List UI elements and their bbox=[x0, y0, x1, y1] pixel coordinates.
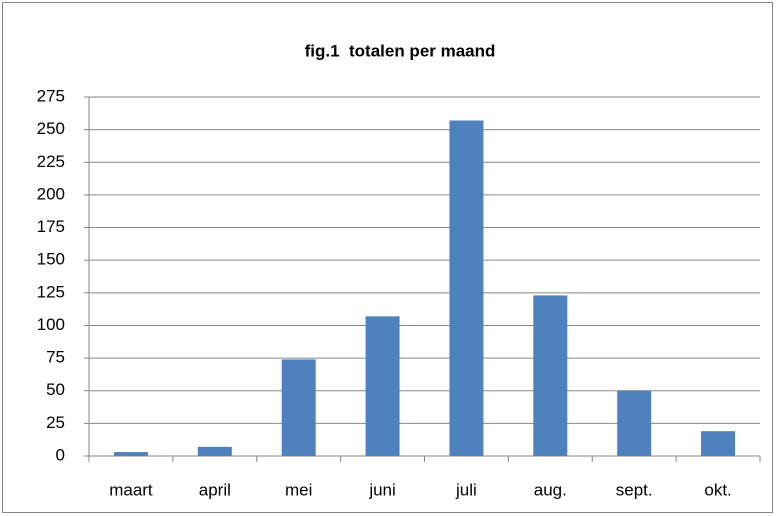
y-tick-label: 100 bbox=[37, 315, 65, 334]
x-tick-label: okt. bbox=[704, 480, 731, 499]
bar bbox=[533, 295, 568, 456]
bar bbox=[113, 452, 148, 456]
y-tick-label: 25 bbox=[46, 413, 65, 432]
y-tick-label: 0 bbox=[56, 445, 65, 464]
y-tick-label: 250 bbox=[37, 119, 65, 138]
x-tick-label: mei bbox=[285, 480, 312, 499]
y-tick-label: 275 bbox=[37, 86, 65, 105]
bar bbox=[449, 120, 484, 457]
x-tick-label: juni bbox=[368, 480, 395, 499]
y-tick-label: 175 bbox=[37, 217, 65, 236]
y-tick-label: 150 bbox=[37, 250, 65, 269]
bar bbox=[701, 431, 736, 456]
bar bbox=[281, 359, 316, 456]
bar bbox=[617, 390, 652, 456]
x-tick-label: sept. bbox=[616, 480, 653, 499]
x-tick-label: juli bbox=[455, 480, 477, 499]
bar bbox=[197, 446, 232, 456]
bar bbox=[365, 316, 400, 456]
y-tick-label: 50 bbox=[46, 380, 65, 399]
chart-title: fig.1 totalen per maand bbox=[305, 41, 496, 60]
x-tick-label: aug. bbox=[534, 480, 567, 499]
y-tick-label: 200 bbox=[37, 184, 65, 203]
x-tick-label: april bbox=[199, 480, 231, 499]
y-tick-label: 75 bbox=[46, 348, 65, 367]
y-tick-label: 125 bbox=[37, 282, 65, 301]
x-tick-label: maart bbox=[109, 480, 153, 499]
y-tick-label: 225 bbox=[37, 152, 65, 171]
